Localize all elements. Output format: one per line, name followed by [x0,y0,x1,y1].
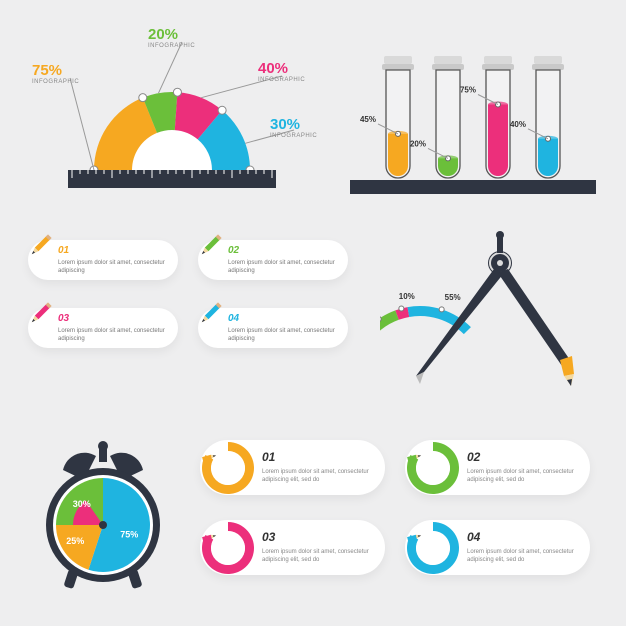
donut-card-number: 03 [262,530,275,544]
svg-text:55%: 55% [445,293,461,302]
pencil-icon [192,230,226,264]
donut-card-number: 01 [262,450,275,464]
pencil-icon [22,298,56,332]
pencil-card: 04 Lorem ipsum dolor sit amet, consectet… [198,308,348,348]
protractor-pct-label: 20%INFOGRAPHIC [148,26,195,49]
svg-text:75%: 75% [120,530,138,540]
donut-icon [403,438,463,498]
pencil-card-text: Lorem ipsum dolor sit amet, consectetur … [58,260,168,276]
donut-card-number: 02 [467,450,480,464]
donut-card: 04 Lorem ipsum dolor sit amet, consectet… [405,520,590,575]
pencil-card-text: Lorem ipsum dolor sit amet, consectetur … [228,260,338,276]
pencil-card-number: 01 [58,245,69,256]
protractor-pct-label: 40%INFOGRAPHIC [258,60,305,83]
pencil-card-text: Lorem ipsum dolor sit amet, consectetur … [228,328,338,344]
donut-icon [198,518,258,578]
protractor-pct-label: 75%INFOGRAPHIC [32,62,79,85]
donut-card-text: Lorem ipsum dolor sit amet, consectetur … [262,468,377,484]
pencil-card-number: 04 [228,313,239,324]
clock-svg: 75% 30% 25% [28,430,178,600]
svg-text:10%: 10% [399,292,415,301]
tubes-svg: 45% 20% 75% 40% [350,48,596,198]
pencil-card-number: 03 [58,313,69,324]
donut-card-number: 04 [467,530,480,544]
compass-chart: 65%30%10%55% [380,228,600,398]
donut-card-text: Lorem ipsum dolor sit amet, consectetur … [467,548,582,564]
svg-text:45%: 45% [360,115,376,124]
svg-text:75%: 75% [460,86,476,95]
svg-text:30%: 30% [73,499,91,509]
pencil-card-text: Lorem ipsum dolor sit amet, consectetur … [58,328,168,344]
pencil-icon [192,298,226,332]
donut-icon [403,518,463,578]
donut-card: 03 Lorem ipsum dolor sit amet, consectet… [200,520,385,575]
donut-icon [198,438,258,498]
svg-text:40%: 40% [510,120,526,129]
test-tubes-chart: 45% 20% 75% 40% [350,48,596,198]
pencil-card: 01 Lorem ipsum dolor sit amet, consectet… [28,240,178,280]
protractor-chart: 75%INFOGRAPHIC 20%INFOGRAPHIC 40%INFOGRAPH… [30,20,315,200]
protractor-pct-label: 30%INFOGRAPHIC [270,116,317,139]
pencil-icon [22,230,56,264]
pencil-card: 03 Lorem ipsum dolor sit amet, consectet… [28,308,178,348]
alarm-clock-chart: 75% 30% 25% [28,430,178,600]
compass-svg: 65%30%10%55% [380,228,600,398]
pencil-card-number: 02 [228,245,239,256]
donut-card-text: Lorem ipsum dolor sit amet, consectetur … [467,468,582,484]
donut-card-text: Lorem ipsum dolor sit amet, consectetur … [262,548,377,564]
donut-card: 01 Lorem ipsum dolor sit amet, consectet… [200,440,385,495]
svg-text:25%: 25% [66,536,84,546]
donut-card: 02 Lorem ipsum dolor sit amet, consectet… [405,440,590,495]
pencil-card: 02 Lorem ipsum dolor sit amet, consectet… [198,240,348,280]
svg-text:20%: 20% [410,139,426,148]
